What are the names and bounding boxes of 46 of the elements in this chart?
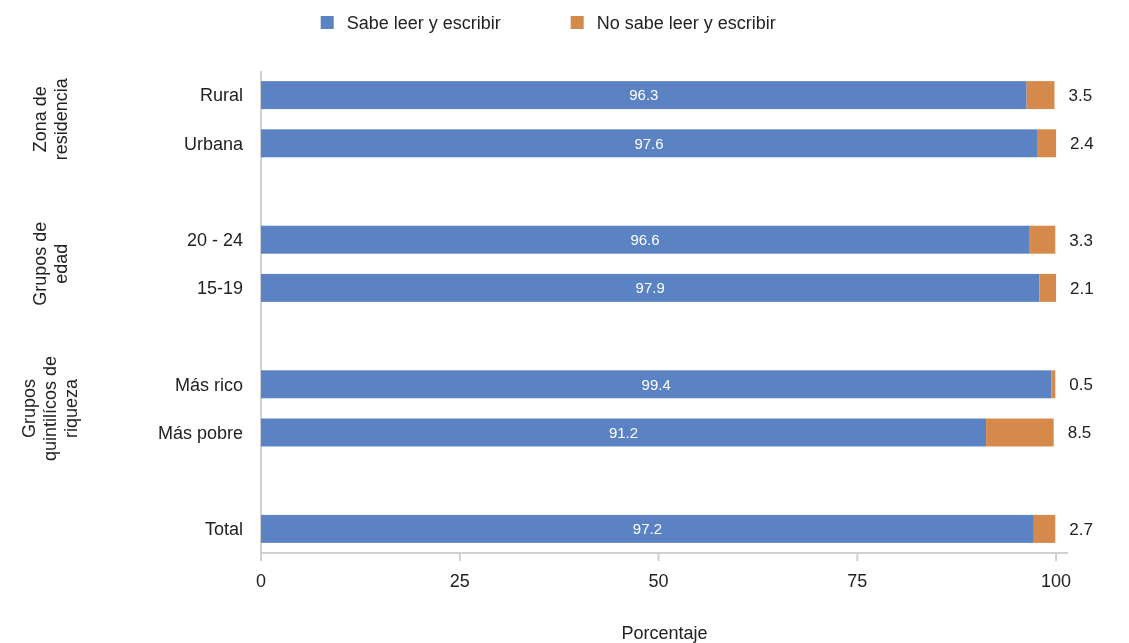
x-axis-title: Porcentaje [621, 623, 708, 643]
legend-label: Sabe leer y escribir [346, 12, 501, 33]
bar [261, 370, 1052, 399]
bar [261, 225, 1030, 254]
bar [986, 418, 1054, 447]
bar [1051, 370, 1056, 399]
x-tick-label: 75 [847, 571, 868, 591]
data-label: 2.1 [1070, 278, 1094, 298]
data-label: 3.5 [1068, 86, 1093, 106]
data-label: 3.3 [1069, 230, 1093, 250]
bar [1039, 273, 1057, 302]
y-tick-label: Urbana [183, 133, 244, 154]
x-tick-label: 50 [648, 571, 669, 591]
data-label: 2.7 [1069, 519, 1093, 539]
bar [1026, 81, 1055, 110]
data-label: 99.4 [641, 375, 671, 393]
bar [1029, 225, 1056, 254]
y-tick-label: Más pobre [157, 422, 243, 443]
y-tick-label: Rural [199, 85, 243, 106]
x-tick-label: 0 [255, 571, 267, 591]
x-tick-label: 100 [1041, 571, 1072, 591]
bar [261, 129, 1037, 158]
data-label: 96.6 [630, 230, 660, 248]
y-tick-label: 20 - 24 [186, 230, 243, 250]
x-tick-label: 25 [449, 571, 470, 591]
data-label: 0.5 [1069, 375, 1093, 395]
bar [261, 273, 1040, 302]
data-label: 96.3 [629, 86, 659, 104]
data-label: 97.6 [634, 134, 664, 152]
data-label: 8.5 [1067, 423, 1092, 443]
text: Grupos de edad [29, 221, 71, 306]
y-tick-label: Más rico [174, 374, 243, 395]
bar [1033, 514, 1056, 543]
bar [261, 81, 1027, 110]
data-label: 91.2 [608, 423, 639, 441]
bar [261, 418, 987, 447]
bar [1036, 129, 1057, 158]
data-label: 2.4 [1070, 134, 1094, 154]
y-tick-label: Total [204, 519, 243, 540]
text: Zona de residencia [29, 77, 71, 161]
data-label: 97.2 [632, 520, 663, 538]
bar [261, 514, 1034, 543]
y-tick-label: 15-19 [196, 278, 243, 299]
data-label: 97.9 [635, 279, 665, 297]
text: Grupos quintilícos de riqueza [19, 355, 82, 461]
legend-label: No sabe leer y escribir [596, 12, 776, 33]
